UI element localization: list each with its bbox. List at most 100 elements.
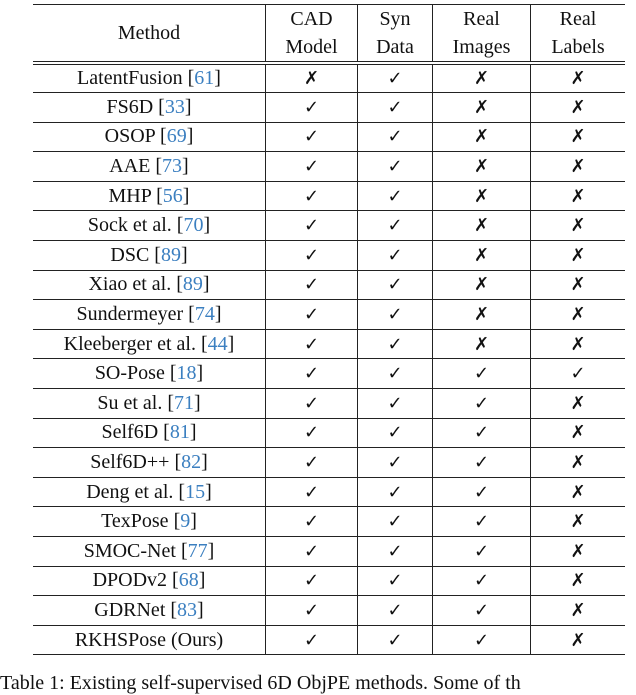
citation-link[interactable]: 61	[194, 67, 215, 90]
method-cell: Kleeberger et al. [44]	[63, 332, 235, 355]
column-header: Method	[33, 4, 266, 65]
method-name: Self6D++	[90, 451, 170, 474]
method-name: DPODv2	[92, 569, 168, 592]
column-header: Syn Data	[357, 4, 433, 65]
citation-link[interactable]: 71	[174, 391, 194, 414]
cross-icon: ✗	[530, 92, 625, 123]
citation-link[interactable]: 74	[194, 303, 215, 326]
cross-icon: ✗	[530, 329, 625, 359]
table-row: FS6D [33] ✓ ✓ ✗ ✗	[33, 92, 625, 123]
check-icon: ✓	[357, 388, 433, 419]
cross-icon: ✗	[432, 210, 531, 241]
check-icon: ✓	[357, 270, 433, 300]
citation-link[interactable]: 18	[176, 362, 197, 385]
check-icon: ✓	[432, 506, 531, 537]
method-name: SO-Pose	[94, 362, 165, 385]
cross-icon: ✗	[530, 418, 625, 448]
cross-icon: ✗	[432, 92, 531, 123]
cross-icon: ✗	[530, 240, 625, 271]
method-cell: LatentFusion [61]	[77, 67, 221, 90]
method-name: MHP	[108, 184, 152, 207]
method-cell: RKHSPose (Ours)	[33, 625, 266, 655]
table-row: RKHSPose (Ours) ✓ ✓ ✓ ✗	[33, 625, 625, 655]
citation-link[interactable]: 33	[164, 95, 185, 118]
citation-link[interactable]: 82	[181, 451, 202, 474]
check-icon: ✓	[265, 329, 358, 359]
table-row: LatentFusion [61] ✗ ✓ ✗ ✗	[33, 63, 625, 93]
check-icon: ✓	[265, 181, 358, 211]
citation-link[interactable]: 9	[180, 510, 191, 533]
table-caption: Table 1: Existing self-supervised 6D Obj…	[0, 672, 521, 694]
header-line: Syn	[379, 8, 411, 30]
cross-icon: ✗	[530, 63, 625, 93]
method-cell: SMOC-Net [77]	[83, 539, 215, 562]
table-row: Sock et al. [70] ✓ ✓ ✗ ✗	[33, 210, 625, 241]
citation-link[interactable]: 15	[185, 480, 206, 503]
check-icon: ✓	[265, 151, 358, 182]
cross-icon: ✗	[530, 506, 625, 537]
method-cell: GDRNet [83]	[94, 598, 204, 621]
cross-icon: ✗	[432, 122, 531, 152]
cross-icon: ✗	[530, 299, 625, 330]
cross-icon: ✗	[432, 151, 531, 182]
check-icon: ✓	[265, 299, 358, 330]
citation-link[interactable]: 89	[160, 243, 181, 266]
cross-icon: ✗	[432, 270, 531, 300]
check-icon: ✓	[265, 447, 358, 478]
check-icon: ✓	[265, 506, 358, 537]
citation-link[interactable]: 89	[182, 273, 203, 296]
table-row: Xiao et al. [89] ✓ ✓ ✗ ✗	[33, 270, 625, 300]
table-row: SMOC-Net [77] ✓ ✓ ✓ ✗	[33, 536, 625, 567]
cross-icon: ✗	[530, 447, 625, 478]
method-name: GDRNet	[94, 598, 166, 621]
header-line: Method	[117, 22, 181, 44]
check-icon: ✓	[265, 625, 358, 655]
method-name: Sundermeyer	[76, 303, 184, 326]
check-icon: ✓	[357, 536, 433, 567]
cross-icon: ✗	[530, 625, 625, 655]
check-icon: ✓	[357, 151, 433, 182]
check-icon: ✓	[357, 92, 433, 123]
column-header: CAD Model	[265, 4, 358, 65]
cross-icon: ✗	[432, 329, 531, 359]
citation-link[interactable]: 77	[187, 539, 208, 562]
citation-link[interactable]: 83	[177, 598, 198, 621]
citation-link[interactable]: 56	[162, 184, 183, 207]
citation-link[interactable]: 81	[169, 421, 190, 444]
check-icon: ✓	[432, 358, 531, 389]
cross-icon: ✗	[530, 122, 625, 152]
check-icon: ✓	[432, 477, 531, 507]
header-line: Labels	[551, 36, 605, 58]
check-icon: ✓	[357, 122, 433, 152]
check-icon: ✓	[357, 358, 433, 389]
citation-link[interactable]: 73	[162, 155, 183, 178]
method-name: Self6D	[101, 421, 159, 444]
cross-icon: ✗	[432, 299, 531, 330]
table-row: MHP [56] ✓ ✓ ✗ ✗	[33, 181, 625, 211]
citation-link[interactable]: 44	[207, 332, 228, 355]
check-icon: ✓	[432, 388, 531, 419]
check-icon: ✓	[265, 388, 358, 419]
check-icon: ✓	[357, 566, 433, 596]
check-icon: ✓	[357, 477, 433, 507]
check-icon: ✓	[265, 210, 358, 241]
check-icon: ✓	[265, 536, 358, 567]
table-row: Deng et al. [15] ✓ ✓ ✓ ✗	[33, 477, 625, 507]
citation-link[interactable]: 70	[183, 214, 204, 237]
check-icon: ✓	[357, 299, 433, 330]
cross-icon: ✗	[432, 181, 531, 211]
table-row: Kleeberger et al. [44] ✓ ✓ ✗ ✗	[33, 329, 625, 359]
check-icon: ✓	[432, 447, 531, 478]
header-line: CAD	[290, 8, 333, 30]
check-icon: ✓	[265, 595, 358, 626]
check-icon: ✓	[357, 506, 433, 537]
method-name: DSC	[110, 243, 150, 266]
citation-link[interactable]: 68	[178, 569, 199, 592]
citation-link[interactable]: 69	[166, 125, 187, 148]
column-header: Real Images	[432, 4, 531, 65]
cross-icon: ✗	[530, 210, 625, 241]
cross-icon: ✗	[530, 477, 625, 507]
method-cell: Su et al. [71]	[97, 391, 201, 414]
method-cell: Self6D++ [82]	[90, 451, 208, 474]
method-name: FS6D	[106, 95, 154, 118]
